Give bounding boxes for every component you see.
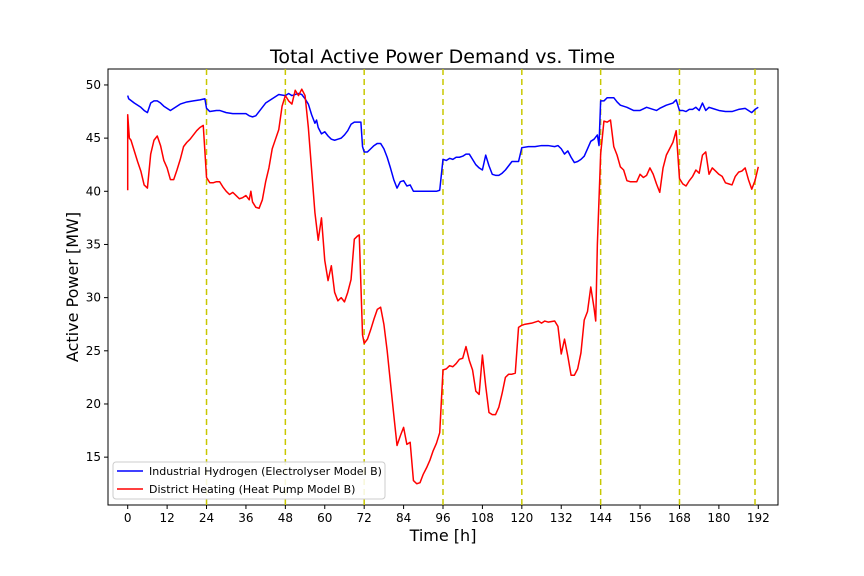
y-axis-label: Active Power [MW] — [63, 212, 82, 362]
y-tick-label: 25 — [86, 344, 101, 358]
x-tick-label: 0 — [124, 511, 132, 525]
y-tick-label: 15 — [86, 450, 101, 464]
x-tick-label: 12 — [159, 511, 174, 525]
legend-box — [112, 461, 386, 500]
x-tick-label: 144 — [589, 511, 612, 525]
y-tick-label: 30 — [86, 291, 101, 305]
x-tick-label: 84 — [396, 511, 411, 525]
y-tick-label: 45 — [86, 131, 101, 145]
x-tick-label: 156 — [629, 511, 652, 525]
x-tick-label: 36 — [238, 511, 253, 525]
x-tick-label: 48 — [278, 511, 293, 525]
x-axis-ticks: 0 12 24 36 48 60 72 84 96 108 120 132 144 156 168 180 19… — [124, 505, 770, 525]
x-tick-label: 168 — [668, 511, 691, 525]
legend-label-heating: District Heating (Heat Pump Model B) — [149, 483, 355, 496]
y-tick-label: 35 — [86, 237, 101, 251]
y-tick-label: 40 — [86, 184, 101, 198]
legend-label-hydrogen: Industrial Hydrogen (Electrolyser Model … — [149, 465, 382, 478]
x-tick-label: 24 — [199, 511, 214, 525]
series-line-0 — [126, 92, 759, 193]
series-layer — [126, 88, 760, 485]
x-tick-label: 108 — [471, 511, 494, 525]
x-tick-label: 72 — [357, 511, 372, 525]
x-tick-label: 96 — [435, 511, 450, 525]
y-tick-label: 50 — [86, 78, 101, 92]
chart-title: Total Active Power Demand vs. Time — [269, 46, 615, 68]
x-tick-label: 120 — [510, 511, 533, 525]
x-tick-label: 192 — [747, 511, 770, 525]
x-tick-label: 60 — [317, 511, 332, 525]
day-boundary-lines — [205, 69, 756, 505]
y-tick-label: 20 — [86, 397, 101, 411]
x-tick-label: 132 — [550, 511, 573, 525]
y-axis-ticks: 15 20 25 30 35 40 45 50 — [86, 78, 108, 464]
x-axis-label: Time [h] — [409, 526, 477, 545]
series-line-1 — [126, 88, 760, 485]
legend: Industrial Hydrogen (Electrolyser Model … — [112, 461, 386, 500]
x-tick-label: 180 — [707, 511, 730, 525]
